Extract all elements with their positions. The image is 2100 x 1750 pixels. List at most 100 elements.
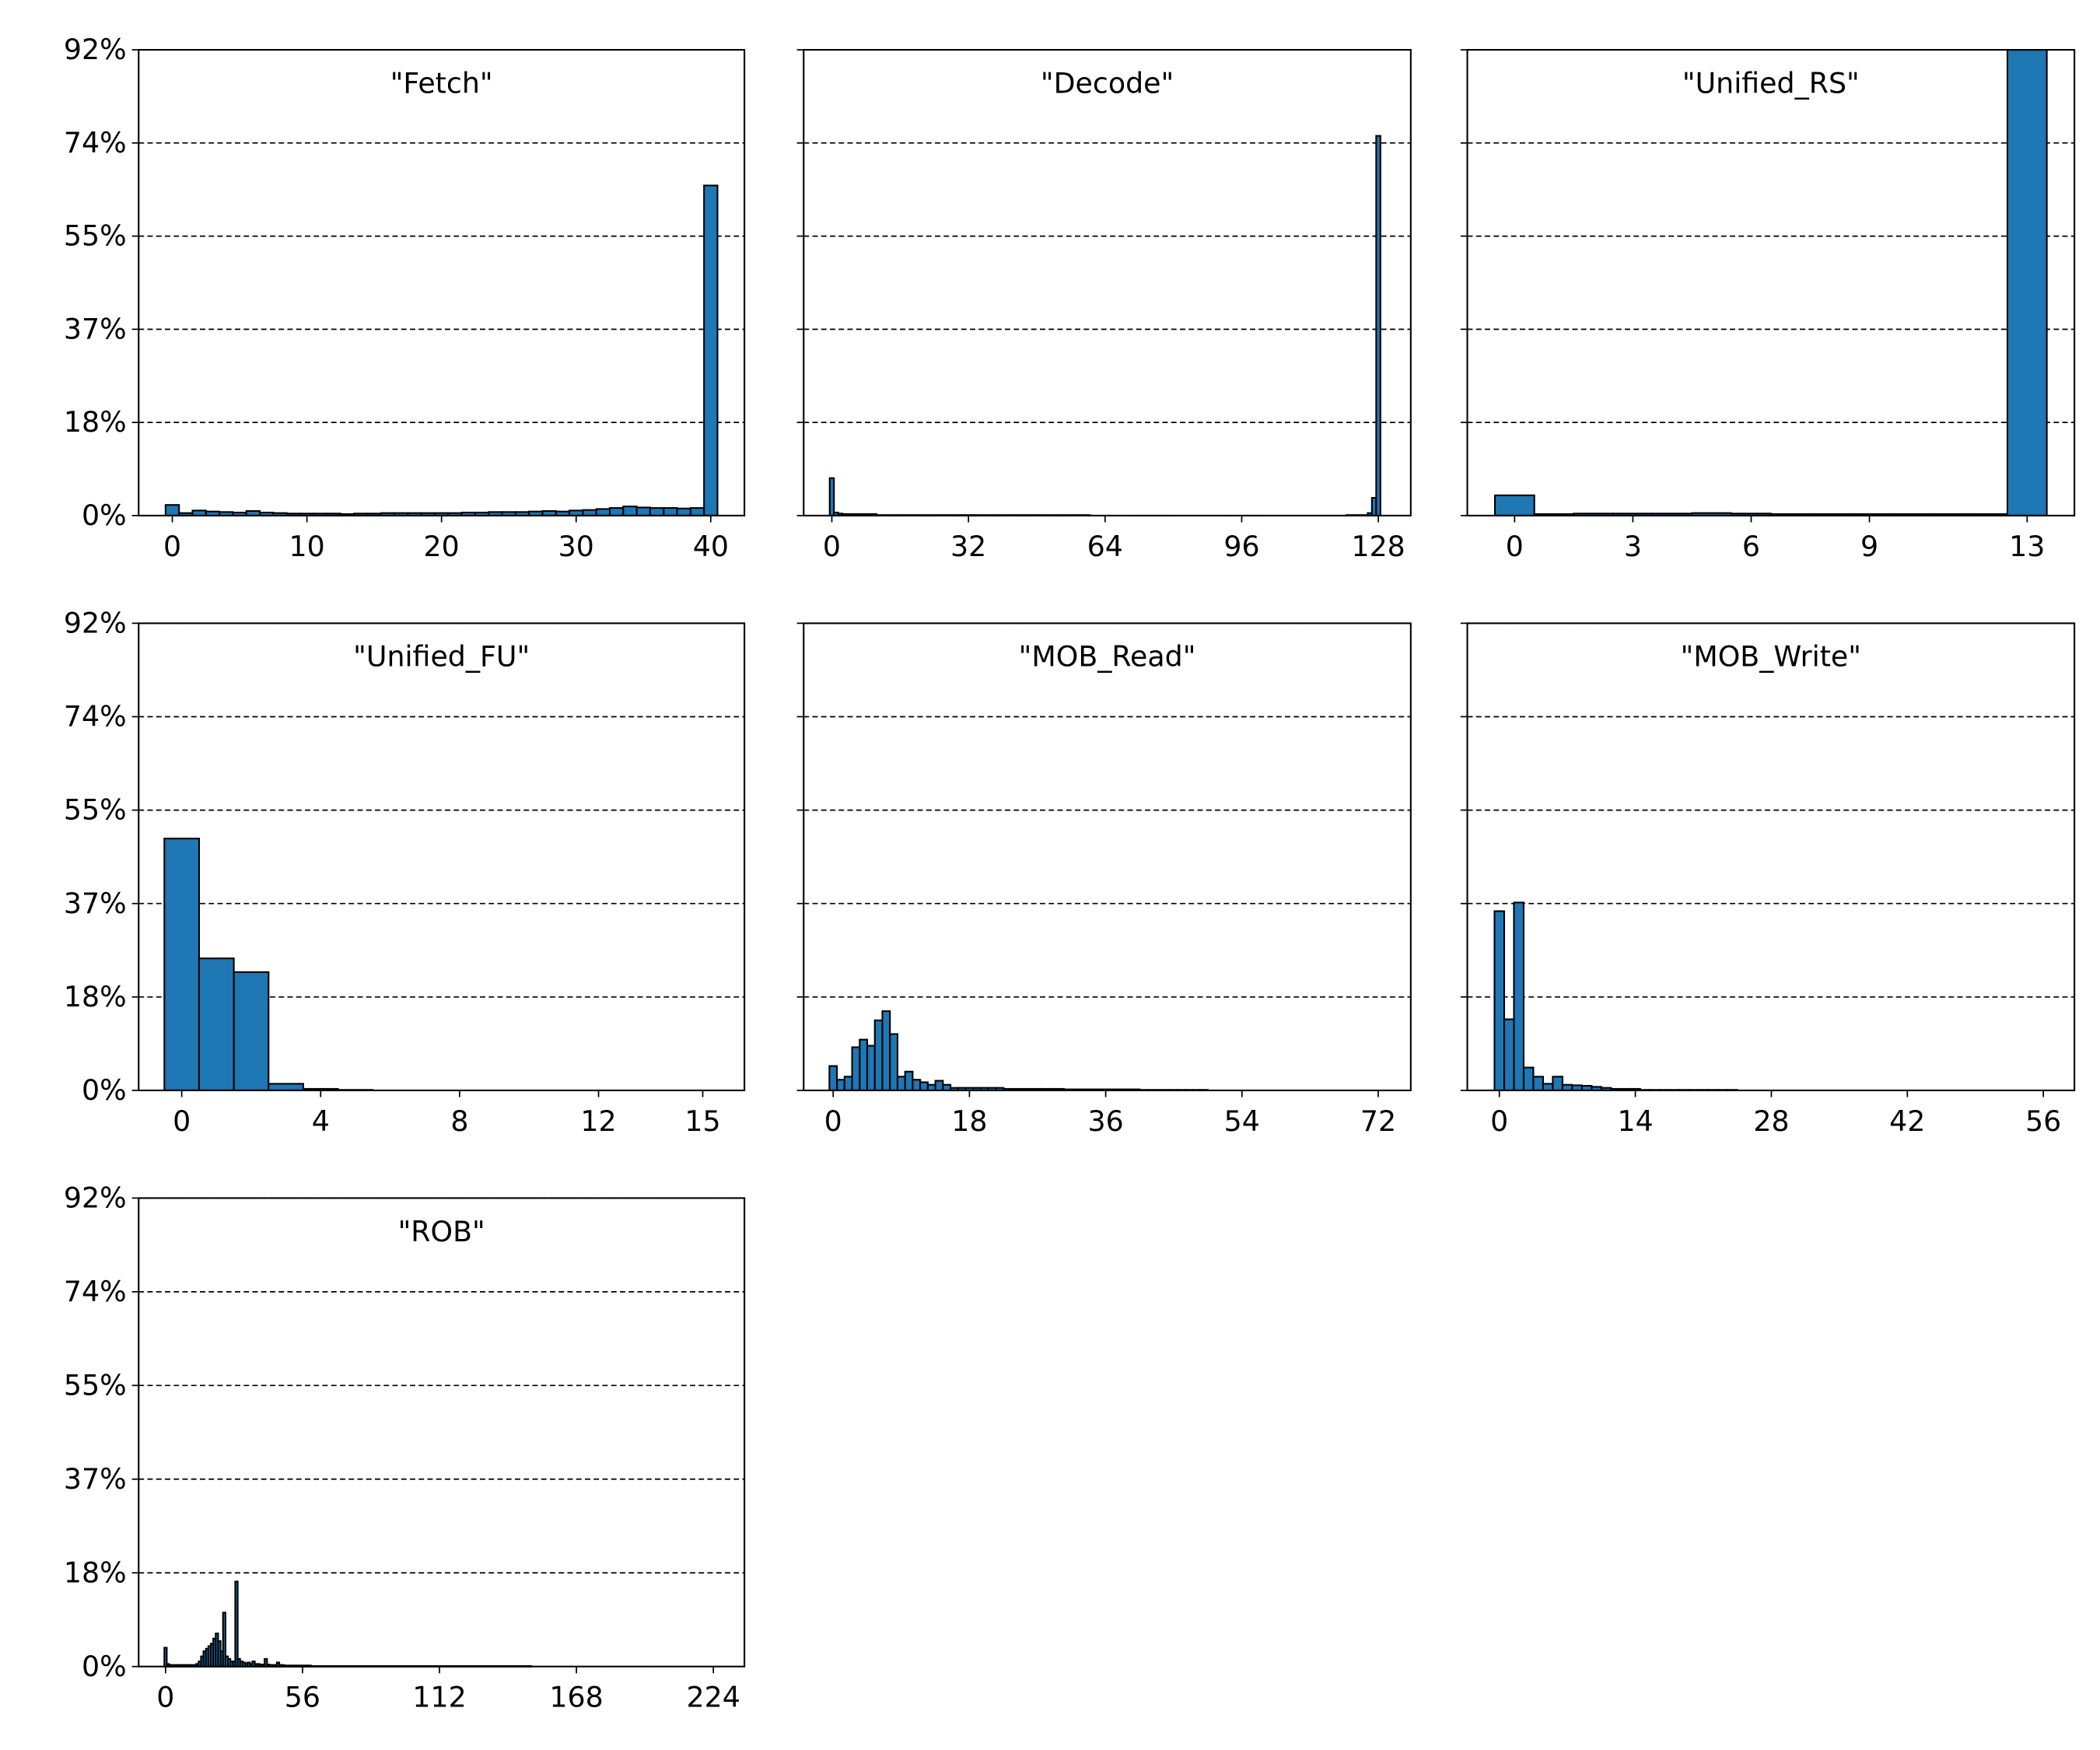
subplot-title: "Unified_FU": [353, 640, 530, 674]
bar: [622, 506, 638, 516]
y-tick-label: 55%: [64, 219, 127, 253]
x-tick-label: 72: [1360, 1104, 1396, 1138]
bar: [866, 1045, 876, 1091]
x-tick-label: 224: [687, 1681, 740, 1714]
x-tick-label: 20: [424, 530, 460, 563]
bar: [1513, 901, 1525, 1091]
bar: [609, 507, 625, 516]
x-tick-label: 0: [1490, 1104, 1508, 1138]
y-tick-label: 74%: [64, 700, 127, 733]
y-tick-label: 0%: [82, 1650, 127, 1683]
y-tick-label: 37%: [64, 312, 127, 345]
x-tick-label: 0: [1506, 530, 1524, 563]
x-tick-label: 56: [285, 1681, 320, 1714]
x-tick-label: 12: [580, 1104, 616, 1138]
x-tick-label: 64: [1087, 530, 1123, 563]
y-tick-label: 74%: [64, 1275, 127, 1308]
x-tick-label: 6: [1742, 530, 1760, 563]
subplot-title: "MOB_Read": [1019, 640, 1196, 674]
bar: [881, 1010, 891, 1091]
y-tick-label: 0%: [82, 1073, 127, 1107]
x-tick-label: 10: [289, 530, 324, 563]
subplot-title: "ROB": [398, 1215, 485, 1248]
x-tick-label: 4: [312, 1104, 330, 1138]
axes-frame: [803, 622, 1412, 1091]
bar: [926, 1083, 936, 1091]
x-tick-label: 40: [693, 530, 729, 563]
bar: [896, 1076, 906, 1091]
bar: [198, 957, 235, 1091]
y-tick-label: 55%: [64, 793, 127, 827]
subplot-title: "Fetch": [390, 66, 493, 100]
x-tick-label: 28: [1753, 1104, 1789, 1138]
x-tick-label: 18: [951, 1104, 987, 1138]
y-tick-label: 37%: [64, 1462, 127, 1496]
bar: [912, 1079, 922, 1091]
y-tick-label: 18%: [64, 1556, 127, 1589]
bar: [1493, 910, 1506, 1091]
x-tick-label: 36: [1087, 1104, 1123, 1138]
bar: [1532, 1076, 1544, 1091]
bar: [843, 1076, 853, 1091]
x-tick-label: 56: [2025, 1104, 2061, 1138]
x-tick-label: 42: [1889, 1104, 1925, 1138]
x-tick-label: 3: [1624, 530, 1642, 563]
x-tick-label: 112: [412, 1681, 466, 1714]
bar: [942, 1083, 952, 1091]
x-tick-label: 0: [823, 530, 841, 563]
bar: [851, 1046, 861, 1091]
subplot-title: "MOB_Write": [1681, 640, 1861, 674]
bar: [1503, 1018, 1515, 1091]
bar: [1375, 135, 1381, 516]
bar: [1542, 1083, 1554, 1091]
axes-frame: [138, 622, 746, 1091]
subplot-title: "Unified_RS": [1682, 66, 1860, 100]
bar: [164, 504, 180, 516]
y-tick-label: 0%: [82, 499, 127, 532]
bar: [904, 1070, 914, 1091]
axes-frame: [1466, 622, 2076, 1091]
y-tick-label: 92%: [64, 33, 127, 66]
x-tick-label: 8: [450, 1104, 468, 1138]
bar: [873, 1019, 884, 1091]
bar: [1522, 1066, 1535, 1091]
y-tick-label: 55%: [64, 1368, 127, 1402]
bar: [2006, 48, 2048, 516]
x-tick-label: 14: [1617, 1104, 1653, 1138]
x-tick-label: 0: [824, 1104, 842, 1138]
x-tick-label: 9: [1860, 530, 1878, 563]
bar: [582, 509, 597, 516]
subplot-title: "Decode": [1041, 66, 1174, 100]
x-tick-label: 0: [163, 530, 181, 563]
bar: [1552, 1076, 1563, 1091]
x-tick-label: 128: [1351, 530, 1405, 563]
x-tick-label: 0: [156, 1681, 174, 1714]
bar: [649, 507, 665, 516]
x-tick-label: 0: [173, 1104, 191, 1138]
axes-frame: [138, 48, 746, 516]
bar: [919, 1081, 929, 1091]
bar: [1493, 494, 1535, 516]
bar: [163, 838, 201, 1091]
bar: [1561, 1083, 1573, 1091]
x-tick-label: 15: [684, 1104, 720, 1138]
bar: [689, 507, 705, 516]
bar: [233, 971, 270, 1091]
bar: [703, 184, 719, 516]
bar: [234, 1580, 239, 1668]
bar: [268, 1083, 304, 1091]
bar: [828, 1065, 838, 1091]
y-tick-label: 74%: [64, 126, 127, 159]
x-tick-label: 13: [2009, 530, 2045, 563]
bar: [663, 507, 678, 516]
bar: [595, 508, 611, 516]
bar: [828, 477, 835, 516]
y-tick-label: 92%: [64, 1181, 127, 1215]
bar: [889, 1033, 898, 1091]
x-tick-label: 168: [549, 1681, 603, 1714]
bar: [859, 1038, 869, 1091]
bar: [635, 506, 652, 516]
axes-frame: [1466, 48, 2076, 516]
